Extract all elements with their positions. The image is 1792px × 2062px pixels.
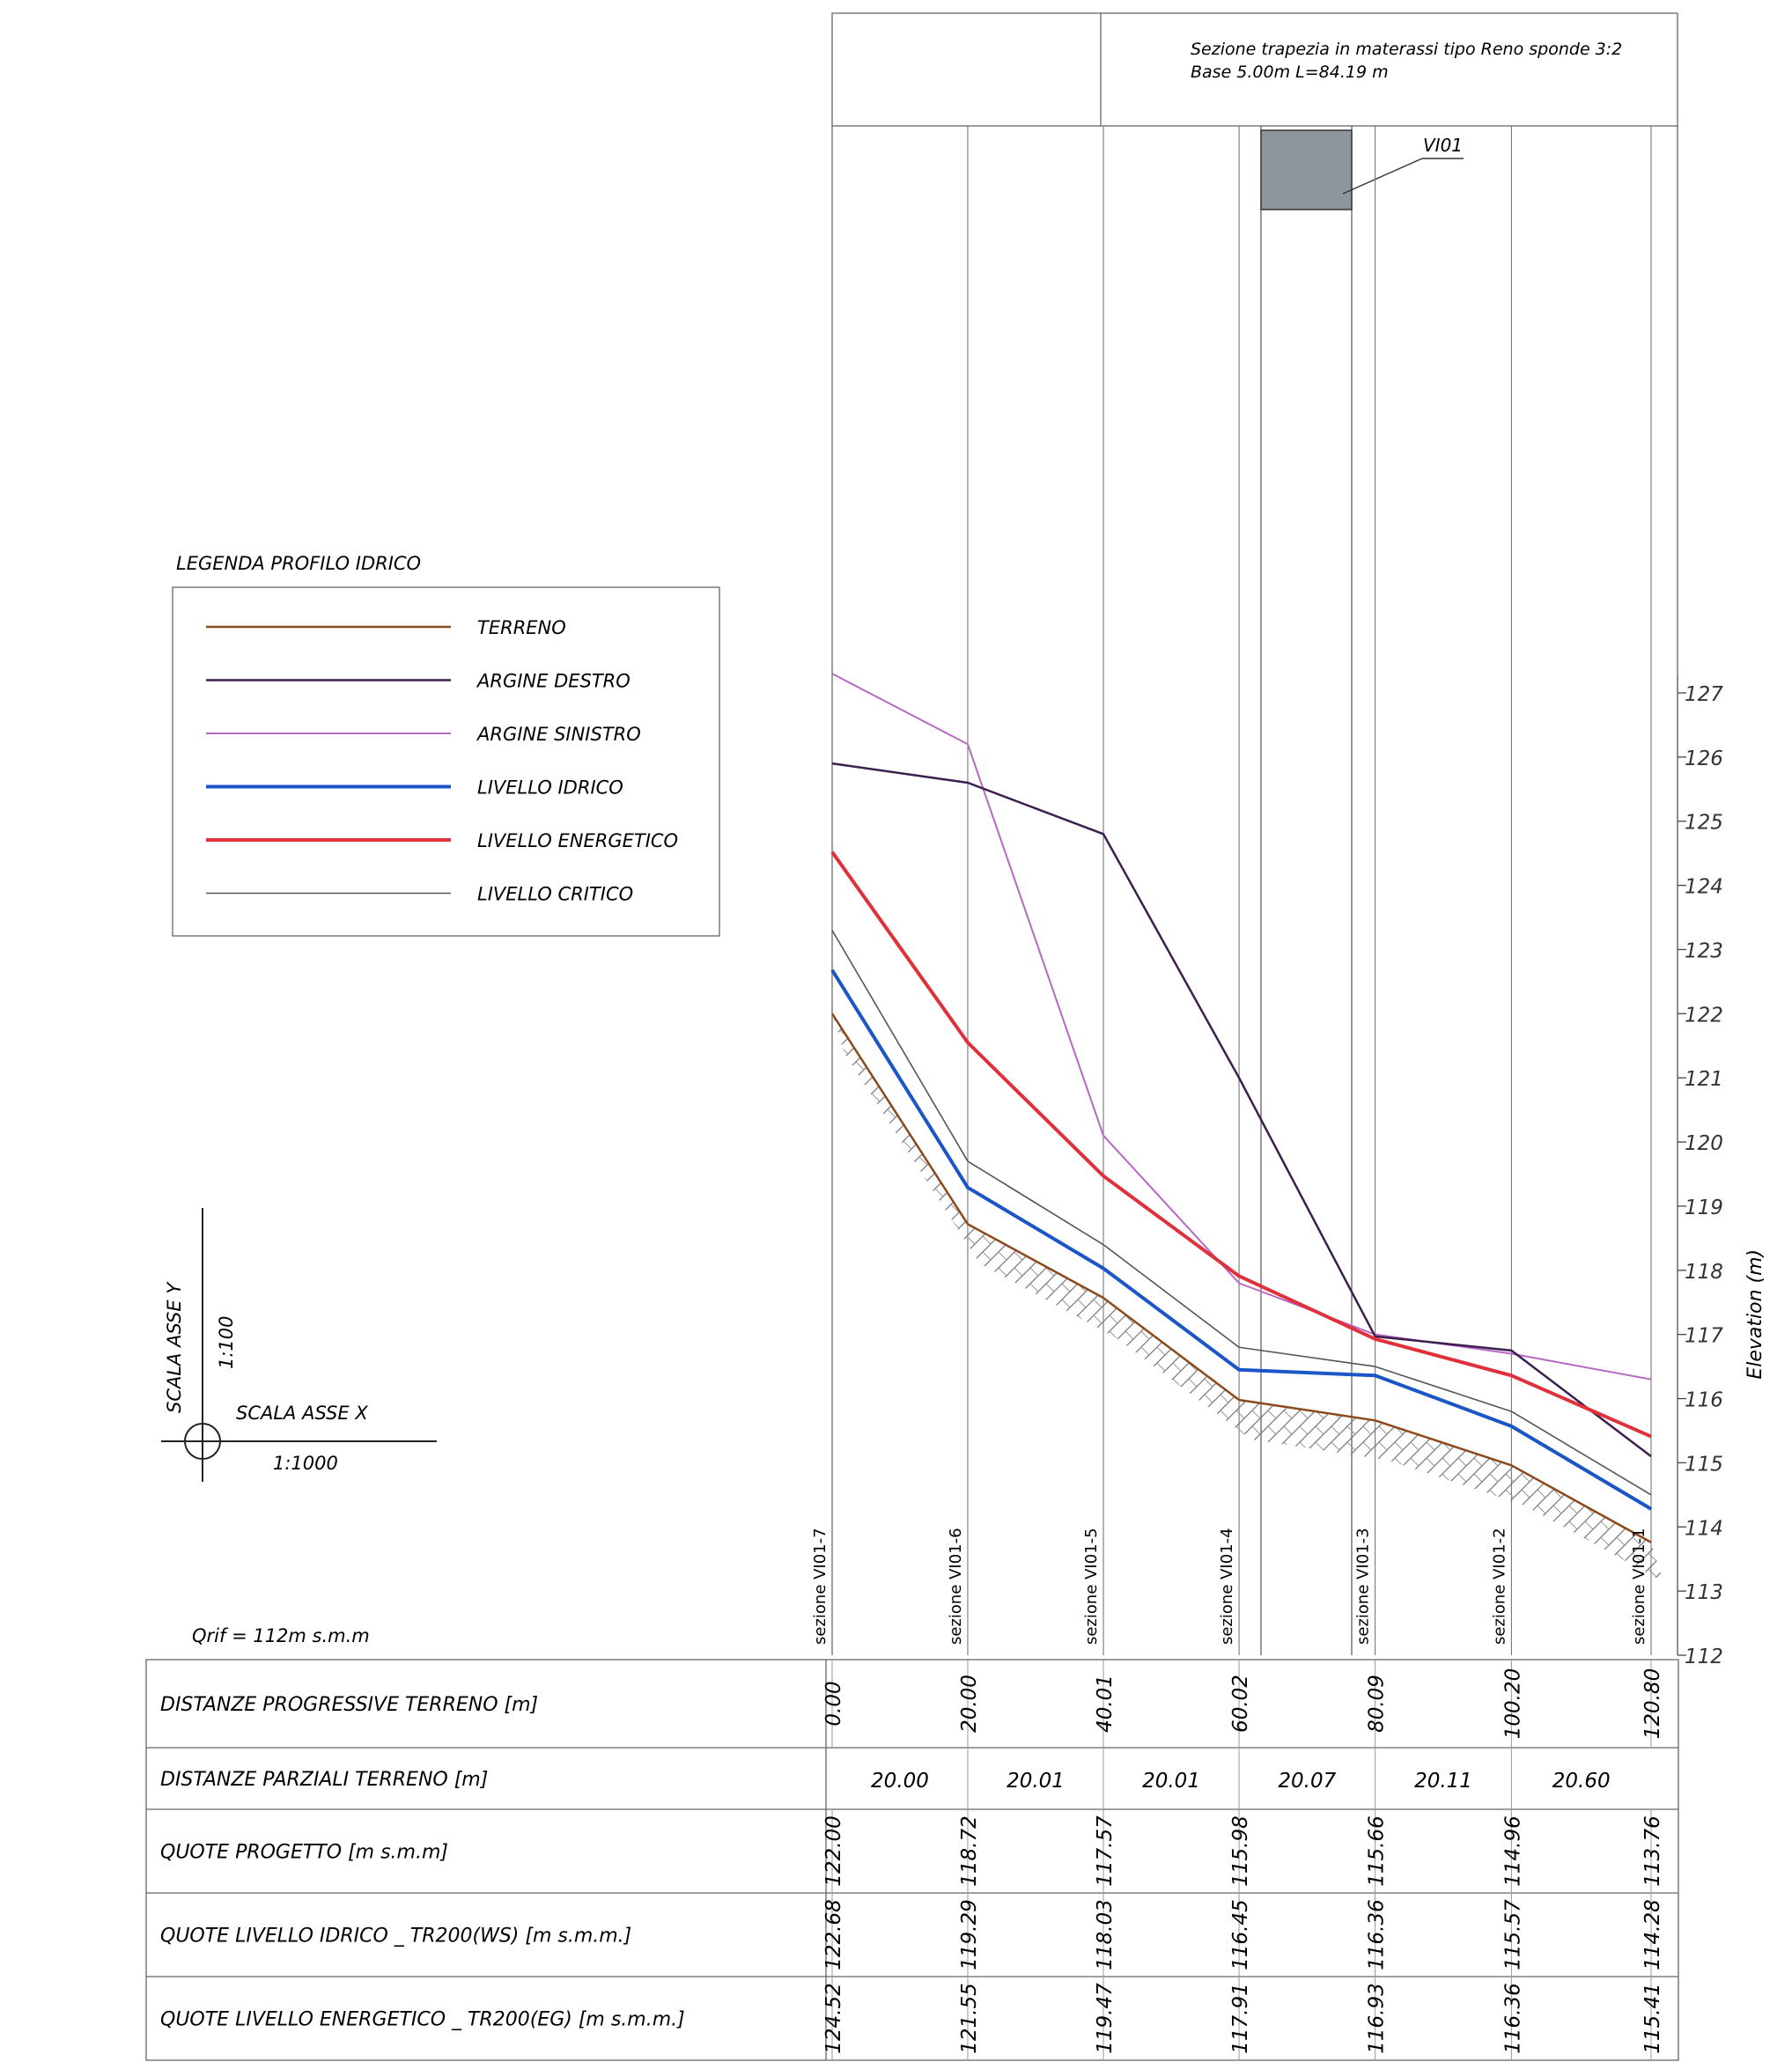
y-tick-label: 126	[1685, 747, 1723, 770]
structure-box: VI01	[1260, 126, 1464, 1655]
series-line-destro	[831, 762, 1652, 1458]
data-table: DISTANZE PROGRESSIVE TERRENO [m] 0.00 20.0…	[145, 1659, 1679, 2061]
y-tick-label: 114	[1685, 1517, 1723, 1540]
y-tick-label: 116	[1685, 1389, 1723, 1412]
legend-label: LIVELLO IDRICO	[477, 777, 623, 799]
legend-label: ARGINE DESTRO	[476, 671, 631, 692]
series-line-energetico	[830, 851, 1652, 1439]
table-cell: 124.52	[822, 1983, 845, 2053]
section-label: sezione VI01-4	[1218, 1528, 1236, 1645]
table-cell: 20.07	[1278, 1770, 1336, 1793]
table-cell: 116.45	[1229, 1899, 1252, 1970]
legend-label: ARGINE SINISTRO	[476, 724, 641, 745]
table-cell: 114.96	[1501, 1815, 1524, 1886]
section-label: sezione VI01-6	[947, 1528, 965, 1645]
y-tick-label: 127	[1685, 683, 1723, 706]
legend-title: LEGENDA PROFILO IDRICO	[176, 553, 421, 574]
table-cell: 122.00	[822, 1815, 845, 1886]
table-cell: 113.76	[1641, 1815, 1664, 1886]
table-cell: 119.47	[1094, 1983, 1117, 2054]
structure-block	[1260, 129, 1353, 210]
table-cell: 120.80	[1641, 1668, 1664, 1739]
y-tick-label: 119	[1685, 1197, 1723, 1219]
y-tick-label: 123	[1685, 939, 1723, 962]
table-cell: 0.00	[822, 1681, 845, 1726]
section-label: sezione VI01-3	[1354, 1528, 1373, 1645]
reference-elevation: Qrif = 112m s.m.m	[192, 1625, 370, 1646]
y-tick-label: 115	[1685, 1453, 1723, 1476]
series-line-sinistro	[831, 673, 1652, 1381]
table-cell: 100.20	[1501, 1668, 1524, 1739]
table-row-label: QUOTE LIVELLO ENERGETICO _ TR200(EG) [m …	[160, 2009, 685, 2031]
table-cell: 20.01	[1142, 1770, 1200, 1793]
scale-y-value: 1:100	[216, 1315, 237, 1369]
ground-hatch	[832, 1013, 1663, 1582]
scale-y-label: SCALA ASSE Y	[164, 1281, 185, 1413]
table-cell: 20.60	[1552, 1770, 1611, 1793]
table-cell: 122.68	[822, 1899, 845, 1970]
table-cell: 80.09	[1366, 1675, 1389, 1733]
series-line-idrico	[830, 968, 1653, 1511]
section-label: sezione VI01-7	[811, 1528, 830, 1645]
header-line-2: Base 5.00m L=84.19 m	[1191, 63, 1389, 82]
table-cell: 116.36	[1501, 1983, 1524, 2053]
table-cell: 60.02	[1229, 1675, 1252, 1733]
scale-x-label: SCALA ASSE X	[236, 1403, 368, 1424]
section-label: sezione VI01-2	[1490, 1528, 1508, 1645]
table-cell: 119.29	[958, 1899, 981, 1970]
table-cell: 121.55	[958, 1983, 981, 2053]
table-cell: 116.36	[1366, 1899, 1389, 1970]
table-row-label: DISTANZE PROGRESSIVE TERRENO [m]	[160, 1694, 538, 1716]
header-box: Sezione trapezia in materassi tipo Reno …	[831, 12, 1678, 127]
y-tick-label: 125	[1685, 812, 1723, 835]
table-cell: 20.11	[1414, 1770, 1472, 1793]
section-label: sezione VI01-1	[1630, 1528, 1648, 1645]
y-tick-label: 118	[1685, 1261, 1723, 1284]
y-tick-label: 112	[1685, 1646, 1723, 1668]
table-row-label: QUOTE PROGETTO [m s.m.m]	[160, 1842, 448, 1864]
y-tick-label: 113	[1685, 1581, 1723, 1604]
table-cell: 114.28	[1641, 1899, 1664, 1970]
table-row-label: DISTANZE PARZIALI TERRENO [m]	[160, 1769, 488, 1791]
table-cell: 118.72	[958, 1815, 981, 1886]
table-cell: 118.03	[1094, 1899, 1117, 1970]
legend-label: LIVELLO CRITICO	[477, 884, 633, 905]
series-line-terreno	[830, 1013, 1652, 1543]
section-label: sezione VI01-5	[1082, 1528, 1101, 1645]
header-line-1: Sezione trapezia in materassi tipo Reno …	[1191, 40, 1622, 59]
y-tick-label: 121	[1685, 1068, 1723, 1091]
table-cell: 117.91	[1229, 1983, 1252, 2053]
y-axis-title: Elevation (m)	[1744, 1249, 1766, 1380]
scale-x-value: 1:1000	[273, 1453, 338, 1474]
table-cell: 115.41	[1641, 1983, 1664, 2053]
scale-indicator: SCALA ASSE Y 1:100 SCALA ASSE X 1:1000	[161, 1208, 437, 1482]
y-tick-label: 124	[1685, 876, 1723, 899]
legend-label: LIVELLO ENERGETICO	[477, 830, 678, 851]
table-cell: 20.01	[1007, 1770, 1065, 1793]
legend-label: TERRENO	[477, 617, 566, 638]
table-cell: 40.01	[1094, 1675, 1117, 1733]
table-cell: 20.00	[871, 1770, 929, 1793]
table-cell: 115.66	[1366, 1815, 1389, 1886]
y-tick-label: 120	[1685, 1132, 1723, 1155]
series-line-critico	[831, 930, 1652, 1496]
table-cell: 115.57	[1501, 1899, 1524, 1970]
table-cell: 116.93	[1366, 1983, 1389, 2053]
legend: LEGENDA PROFILO IDRICO TERRENO ARGINE DES…	[172, 553, 720, 937]
table-cell: 115.98	[1229, 1815, 1252, 1886]
table-cell: 20.00	[958, 1675, 981, 1733]
profile-chart: 127 126 125 124 123 122 121 120 119 118 117 116 115 1…	[811, 126, 1766, 1668]
structure-label: VI01	[1423, 135, 1463, 156]
y-tick-label: 122	[1685, 1004, 1723, 1027]
y-tick-label: 117	[1685, 1325, 1723, 1348]
table-row-label: QUOTE LIVELLO IDRICO _ TR200(WS) [m s.m.…	[160, 1926, 631, 1948]
table-cell: 117.57	[1094, 1815, 1117, 1887]
